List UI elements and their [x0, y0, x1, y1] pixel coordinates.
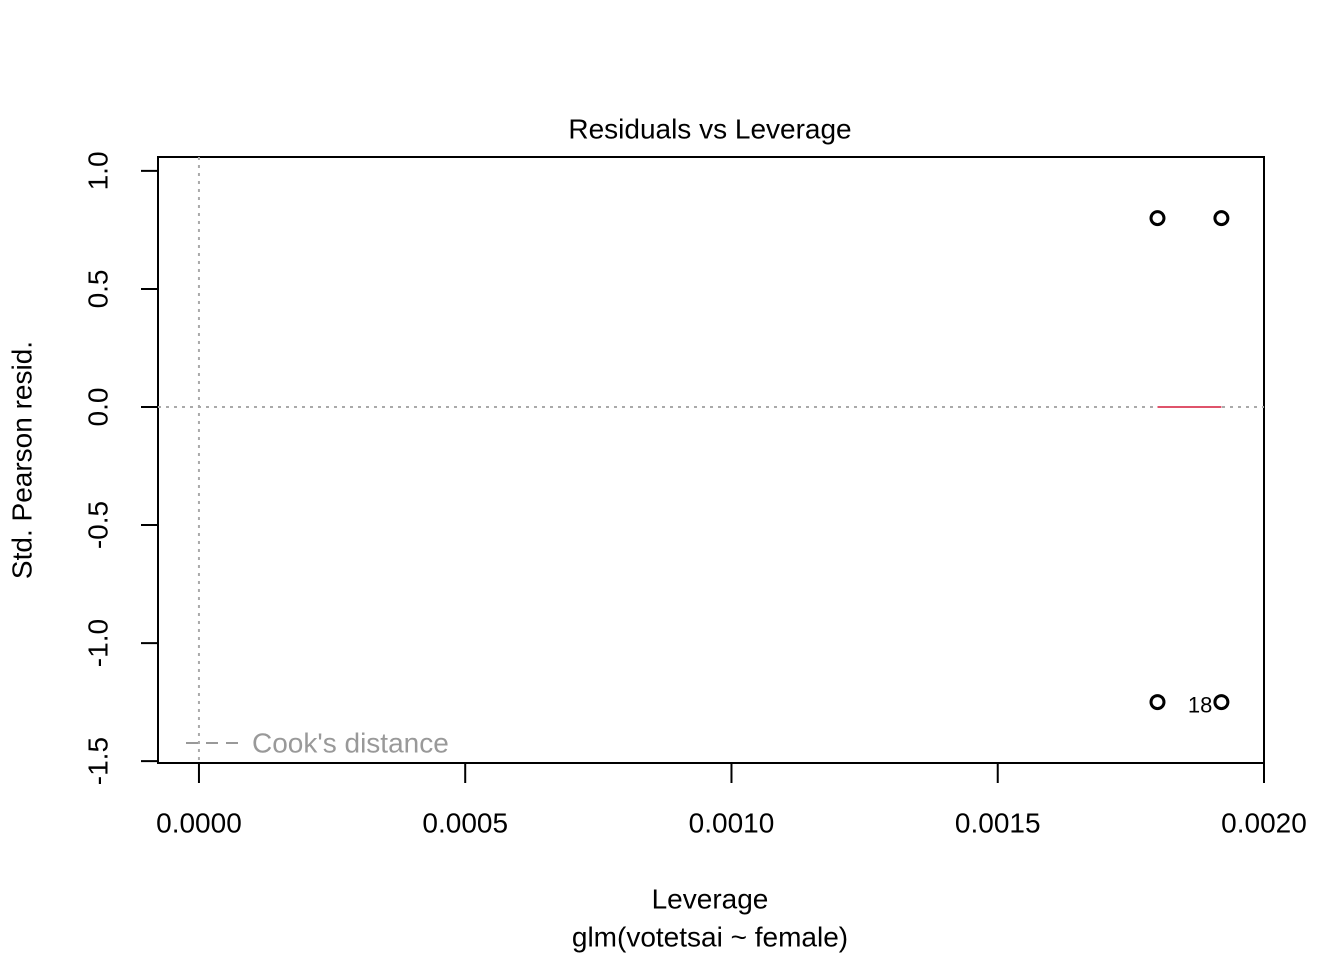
point — [1213, 694, 1230, 711]
x-tick-label: 0.0020 — [1221, 807, 1307, 838]
y-tick-label: 1.0 — [82, 151, 113, 190]
x-tick-label: 0.0015 — [955, 807, 1041, 838]
x-tick-label: 0.0000 — [156, 807, 242, 838]
point — [1149, 694, 1166, 711]
y-axis-label: Std. Pearson resid. — [6, 341, 37, 579]
y-tick-label: 0.0 — [82, 388, 113, 427]
y-tick-label: -1.0 — [82, 619, 113, 667]
point — [1213, 210, 1230, 227]
subtitle: glm(votetsai ~ female) — [572, 921, 848, 952]
point-label: 18 — [1188, 693, 1212, 718]
point — [1149, 210, 1166, 227]
plot-frame — [157, 156, 1265, 764]
y-tick-label: -0.5 — [82, 501, 113, 549]
legend-label: Cook's distance — [252, 727, 449, 758]
x-tick-label: 0.0010 — [689, 807, 775, 838]
x-tick-label: 0.0005 — [422, 807, 508, 838]
chart-title: Residuals vs Leverage — [568, 113, 851, 144]
y-tick-label: 0.5 — [82, 269, 113, 308]
y-tick-label: -1.5 — [82, 737, 113, 785]
x-axis-label: Leverage — [652, 883, 769, 914]
